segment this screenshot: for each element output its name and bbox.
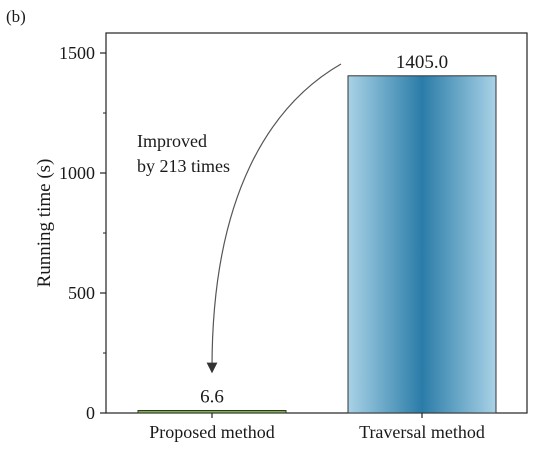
y-axis: 0 500 1000 1500 xyxy=(59,43,106,423)
x-axis: Proposed method Traversal method xyxy=(149,413,485,442)
y-tick-label: 1500 xyxy=(59,43,95,63)
y-tick-label: 1000 xyxy=(59,163,95,183)
y-tick-label: 0 xyxy=(86,403,95,423)
data-label: 6.6 xyxy=(200,387,224,408)
improvement-annotation: Improved by 213 times xyxy=(137,63,342,374)
annotation-line-1: Improved xyxy=(137,131,207,151)
annotation-line-2: by 213 times xyxy=(137,156,230,176)
y-axis-title: Running time (s) xyxy=(34,159,55,288)
data-label: 1405.0 xyxy=(396,52,448,73)
bar-traversal-method xyxy=(347,75,497,414)
bar-proposed-method xyxy=(137,410,287,414)
x-tick-label: Traversal method xyxy=(359,422,485,442)
x-tick-label: Proposed method xyxy=(149,422,275,442)
plot-frame xyxy=(105,32,528,414)
improvement-arrow xyxy=(206,63,342,374)
y-tick-label: 500 xyxy=(68,283,95,303)
bars-group: 6.6 1405.0 xyxy=(137,52,497,414)
panel-label: (b) xyxy=(6,7,26,26)
